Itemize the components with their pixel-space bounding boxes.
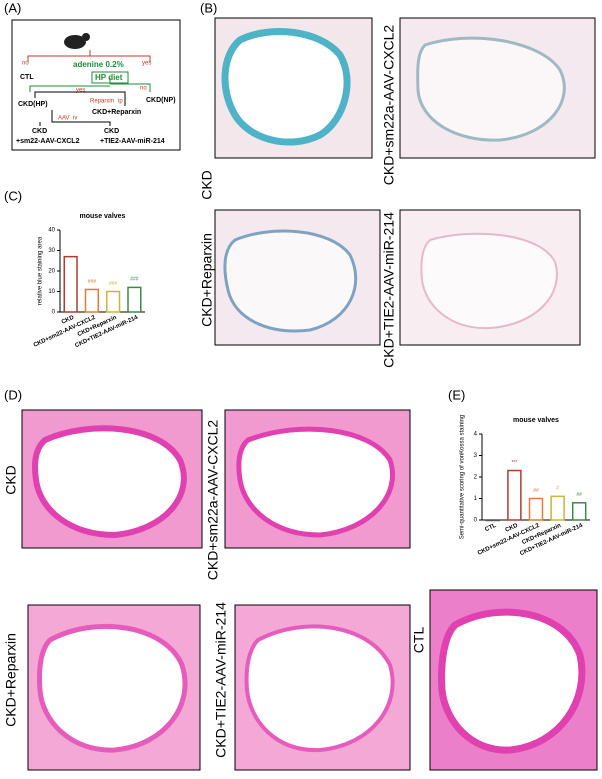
image-label: CKD+TIE2-AAV-miR-214 xyxy=(213,602,229,758)
x-tick-label: CTL xyxy=(484,523,497,534)
significance-label: ### xyxy=(130,277,139,283)
diagram-node: HP diet xyxy=(95,73,123,82)
chart-title: mouse valves xyxy=(513,417,559,424)
branch xyxy=(29,78,151,92)
image-label: CKD xyxy=(199,170,215,200)
valve-outline xyxy=(223,229,358,333)
branch xyxy=(34,91,126,126)
valve-outline xyxy=(244,624,395,753)
valve-outline xyxy=(32,425,187,539)
diagram-node: no xyxy=(140,86,147,92)
diagram-node: +sm22-AAV-CXCL2 xyxy=(16,138,80,145)
image-label: CKD+sm22a-AAV-CXCL2 xyxy=(381,25,397,186)
diagram-node: CTL xyxy=(20,74,34,81)
bar xyxy=(127,286,142,313)
image-label: CKD xyxy=(3,465,19,495)
mouse-icon xyxy=(64,35,86,49)
y-tick-label: 3 xyxy=(474,453,478,459)
significance-label: ## xyxy=(533,488,539,494)
y-tick-label: 10 xyxy=(48,289,55,295)
diagram-node: CKD+Reparxin xyxy=(92,109,141,116)
y-tick-label: 0 xyxy=(52,310,56,316)
diagram: no adenine 0.2% yes CTL HP diet yes no C… xyxy=(11,19,181,151)
valve-outline xyxy=(37,623,188,753)
bar xyxy=(571,502,587,521)
image-label: CKD+Reparxin xyxy=(3,633,19,727)
chart-title: mouse valves xyxy=(80,213,126,220)
bar xyxy=(528,497,544,521)
diagram-node: AAV xyxy=(58,116,70,122)
panel-label: (A) xyxy=(4,0,21,15)
bar xyxy=(507,469,522,521)
panel-label: (C) xyxy=(4,188,22,203)
y-tick-label: 20 xyxy=(48,269,55,275)
image-label: CKD+Reparxin xyxy=(199,233,215,327)
mouse-icon xyxy=(82,33,90,41)
box xyxy=(91,71,129,84)
diagram-node: ip xyxy=(118,99,123,105)
significance-label: *** xyxy=(511,460,517,466)
image-label: CKD+TIE2-AAV-miR-214 xyxy=(381,212,397,368)
y-tick-label: 4 xyxy=(474,432,478,438)
bar xyxy=(485,519,501,522)
significance-label: # xyxy=(556,486,559,492)
bar xyxy=(84,288,99,313)
diagram-node: iv xyxy=(73,116,77,122)
x-tick-label: CKD xyxy=(61,315,76,326)
y-axis-label: relative blue staining area xyxy=(38,236,44,305)
diagram-node: adenine 0.2% xyxy=(73,60,124,69)
diagram-node: yes xyxy=(76,88,85,94)
diagram-node: CKD xyxy=(104,128,119,135)
significance-label: ## xyxy=(576,492,582,498)
y-tick-label: 2 xyxy=(474,475,478,481)
diagram-node: CKD(NP) xyxy=(146,97,176,104)
image-label: CKD+sm22a-AAV-CXCL2 xyxy=(205,420,221,581)
bar xyxy=(106,290,121,313)
x-tick-label: CKD xyxy=(505,523,520,534)
diagram-node: no xyxy=(22,61,29,67)
bar xyxy=(63,255,78,313)
panel-d: CKD CKD+sm22a-AAV-CXCL2 CKD+Reparxin CKD… xyxy=(3,409,598,771)
significance-label: ### xyxy=(109,281,118,287)
diagram-node: CKD(HP) xyxy=(18,101,48,108)
valve-outline xyxy=(221,28,351,146)
significance-label: ### xyxy=(88,279,97,285)
diagram-node: Reparxin xyxy=(90,99,114,105)
panel-label: (D) xyxy=(4,387,22,402)
image-label: CTL xyxy=(411,627,427,654)
valve-outline xyxy=(416,36,566,142)
valve-outline xyxy=(438,608,586,754)
diagram-node: CKD xyxy=(32,128,47,135)
y-axis-label: Semi-quantitative scoring of vonKossa st… xyxy=(460,415,466,539)
diagram-frame xyxy=(11,19,181,151)
valve-outline xyxy=(236,426,395,538)
bar xyxy=(550,495,565,521)
panel-b: CKD CKD+sm22a-AAV-CXCL2 CKD+Reparxin CKD… xyxy=(199,17,596,368)
y-tick-label: 40 xyxy=(48,228,55,234)
valve-outline xyxy=(420,232,558,330)
diagram-node: +TIE2-AAV-miR-214 xyxy=(100,138,165,145)
y-tick-label: 0 xyxy=(474,518,478,524)
y-tick-label: 30 xyxy=(48,248,55,254)
panel-label: (E) xyxy=(448,387,465,402)
branch xyxy=(27,50,151,62)
panel-label: (B) xyxy=(200,0,217,15)
y-tick-label: 1 xyxy=(474,496,478,502)
diagram-node: yes xyxy=(142,61,151,67)
